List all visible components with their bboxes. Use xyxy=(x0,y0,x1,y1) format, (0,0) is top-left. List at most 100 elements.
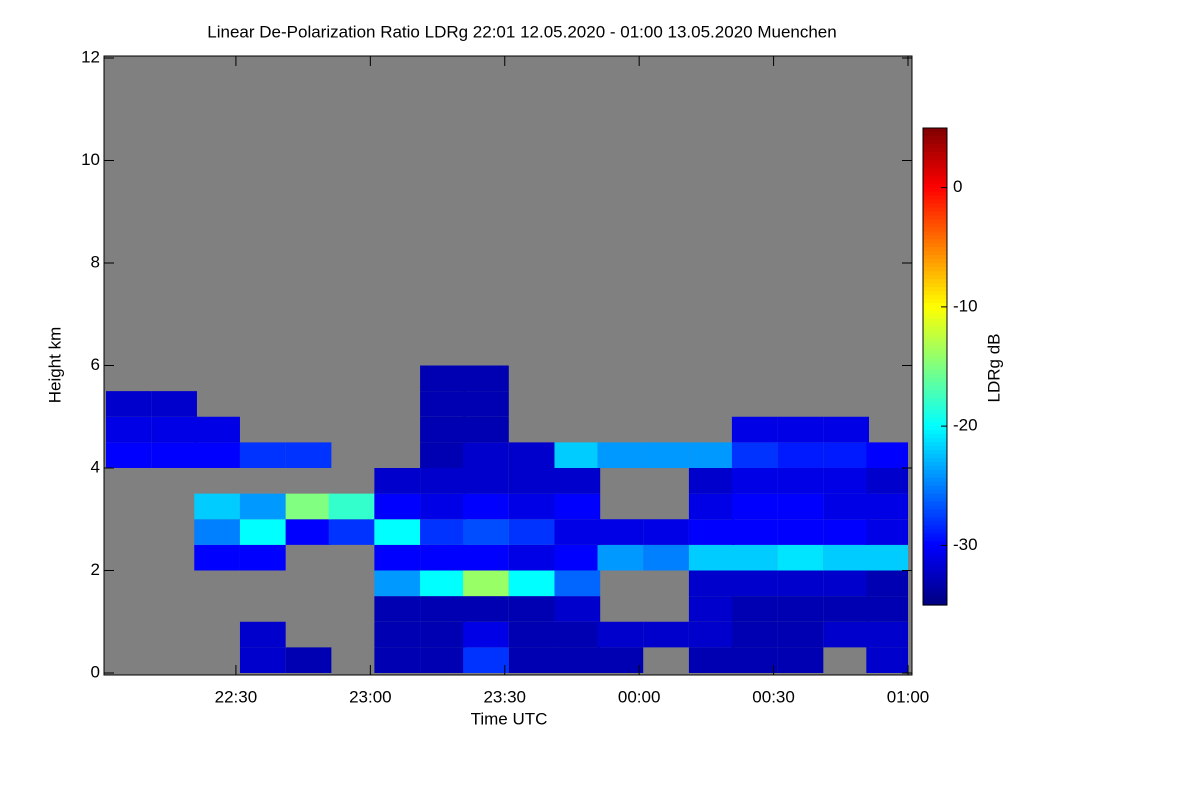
colorbar-segment xyxy=(923,485,947,491)
colorbar-segment xyxy=(923,465,947,471)
colorbar-segment xyxy=(923,422,947,427)
heatmap-cell xyxy=(688,647,735,673)
colorbar-segment xyxy=(923,477,947,483)
heatmap-cell xyxy=(106,442,152,468)
heatmap-cell xyxy=(866,621,908,648)
heatmap-cell xyxy=(374,519,421,545)
heatmap-cell xyxy=(731,493,778,520)
colorbar-segment xyxy=(923,219,947,224)
colorbar-segment xyxy=(923,330,947,336)
x-tick-label: 01:00 xyxy=(887,687,930,706)
heatmap-cell xyxy=(731,621,778,648)
colorbar-segment xyxy=(923,589,947,594)
colorbar-segment xyxy=(923,553,947,558)
heatmap-cell xyxy=(688,570,735,597)
colorbar-segment xyxy=(923,167,947,173)
heatmap-cell xyxy=(420,468,466,494)
heatmap-cell xyxy=(420,621,466,648)
heatmap-cell xyxy=(374,544,421,571)
colorbar-segment xyxy=(923,461,947,467)
colorbar-segment xyxy=(923,457,947,463)
heatmap-cell xyxy=(731,596,778,622)
colorbar-segment xyxy=(923,390,947,395)
heatmap-cell xyxy=(194,544,240,571)
heatmap-cell xyxy=(374,468,421,494)
heatmap-cell xyxy=(420,493,466,520)
colorbar-segment xyxy=(923,398,947,403)
y-tick-label: 2 xyxy=(91,560,100,579)
heatmap-cell xyxy=(597,519,644,545)
colorbar-segment xyxy=(923,493,947,499)
heatmap-cell xyxy=(866,468,908,494)
heatmap-cell xyxy=(823,493,870,520)
colorbar-segment xyxy=(923,338,947,344)
heatmap-cell xyxy=(597,442,644,468)
heatmap-cell xyxy=(508,596,555,622)
heatmap-cell xyxy=(420,416,466,443)
colorbar-segment xyxy=(923,231,947,236)
heatmap-cell xyxy=(777,544,824,571)
colorbar-segment xyxy=(923,418,947,423)
colorbar-segment xyxy=(923,171,947,177)
heatmap-cell xyxy=(554,493,601,520)
colorbar-segment xyxy=(923,382,947,387)
colorbar-frame xyxy=(922,127,948,606)
heatmap-cell xyxy=(194,416,240,443)
colorbar-segment xyxy=(923,453,947,459)
heatmap-cell xyxy=(823,442,870,468)
heatmap-cell xyxy=(285,519,332,545)
colorbar-segment xyxy=(923,255,947,260)
colorbar-segment xyxy=(923,557,947,562)
heatmap-cell xyxy=(643,544,689,571)
colorbar-segment xyxy=(923,410,947,415)
heatmap-cell xyxy=(374,493,421,520)
heatmap-cell xyxy=(777,468,824,494)
heatmap-cell xyxy=(554,647,601,673)
colorbar-segment xyxy=(923,334,947,340)
heatmap-cell xyxy=(239,544,286,571)
colorbar-segment xyxy=(923,521,947,527)
heatmap-cell xyxy=(554,544,601,571)
colorbar-segment xyxy=(923,438,947,443)
heatmap-cell xyxy=(420,544,466,571)
colorbar-segment xyxy=(923,310,947,316)
colorbar-segment xyxy=(923,497,947,503)
colorbar-segment xyxy=(923,517,947,523)
colorbar-segment xyxy=(923,203,947,209)
colorbar-segment xyxy=(923,271,947,276)
heatmap-cell xyxy=(151,391,197,417)
heatmap-cell xyxy=(463,416,509,443)
heatmap-cell xyxy=(688,468,735,494)
heatmap-cell xyxy=(777,647,824,673)
colorbar-segment xyxy=(923,163,947,169)
colorbar-segment xyxy=(923,151,947,157)
heatmap-cell xyxy=(866,596,908,622)
heatmap-cell xyxy=(463,442,509,468)
heatmap-cell xyxy=(374,621,421,648)
colorbar-segment xyxy=(923,593,947,598)
heatmap-cell xyxy=(731,544,778,571)
heatmap-cell xyxy=(374,596,421,622)
colorbar-segment xyxy=(923,346,947,352)
colorbar-segment xyxy=(923,378,947,383)
x-tick-label: 00:30 xyxy=(752,687,795,706)
colorbar-segment xyxy=(923,275,947,280)
heatmap-cell xyxy=(823,416,870,443)
colorbar-segment xyxy=(923,318,947,324)
colorbar-segment xyxy=(923,298,947,304)
heatmap-cell xyxy=(866,647,908,673)
colorbar-segment xyxy=(923,513,947,519)
heatmap-cell xyxy=(420,365,466,392)
heatmap-cell xyxy=(731,570,778,597)
heatmap-cell xyxy=(554,442,601,468)
colorbar-segment xyxy=(923,159,947,165)
heatmap-cell xyxy=(508,544,555,571)
colorbar-segment xyxy=(923,362,947,368)
heatmap-cell xyxy=(554,519,601,545)
colorbar-segment xyxy=(923,183,947,189)
x-tick-label: 23:30 xyxy=(483,687,526,706)
heatmap-cell xyxy=(554,596,601,622)
heatmap-cell xyxy=(777,519,824,545)
heatmap-cell xyxy=(597,647,644,673)
